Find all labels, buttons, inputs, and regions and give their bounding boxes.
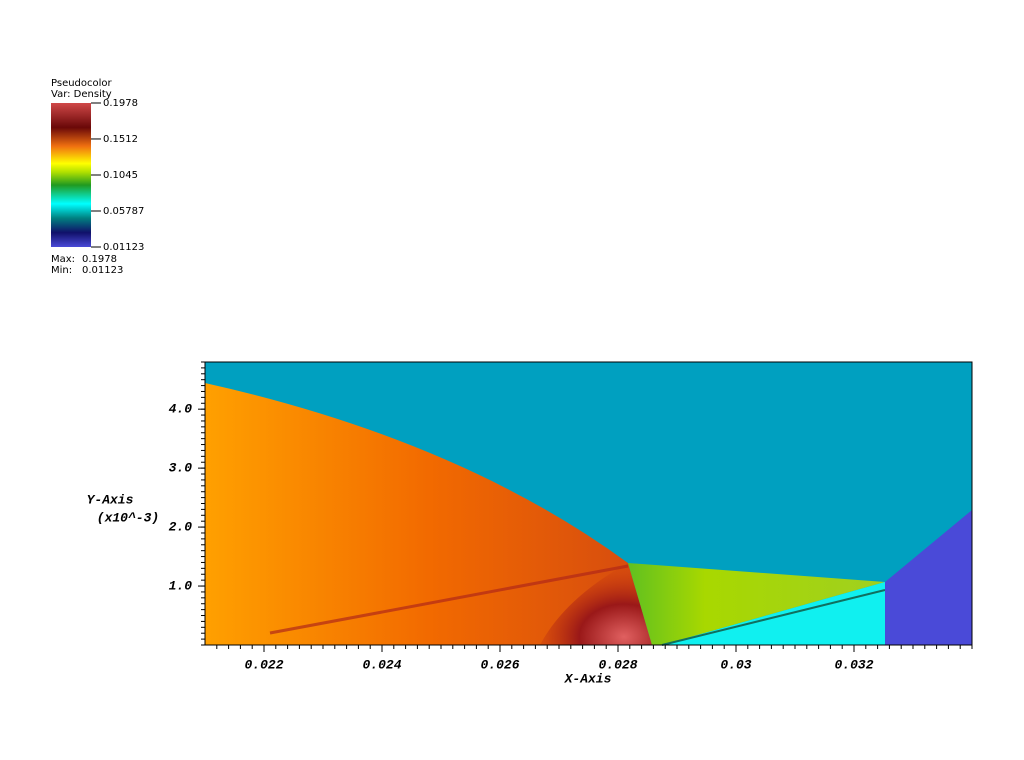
colorbar-tick-label: 0.01123: [103, 242, 144, 253]
field: [204, 361, 973, 646]
y-axis-units: (x10^-3): [97, 510, 159, 525]
x-tick-label: 0.032: [834, 657, 873, 672]
mach-stem-region: [540, 563, 652, 645]
colorbar-tick-label: 0.05787: [103, 206, 144, 217]
blue-region: [885, 510, 972, 645]
x-tick-label: 0.024: [362, 657, 401, 672]
y-tick-label: 3.0: [169, 461, 193, 476]
cyan-region: [662, 582, 885, 645]
slip-line: [269, 564, 629, 635]
x-axis-label: X-Axis: [564, 671, 612, 686]
x-tick-label: 0.022: [244, 657, 283, 672]
colorbar-tick-label: 0.1978: [103, 98, 138, 109]
x-tick-label: 0.028: [598, 657, 637, 672]
colorbar-title: Pseudocolor: [51, 78, 113, 89]
max-value: 0.1978: [82, 254, 117, 265]
x-tick-label: 0.026: [480, 657, 519, 672]
colorbar-tick-label: 0.1045: [103, 170, 138, 181]
colorbar: Pseudocolor Var: Density Max: 0.1978 Min…: [51, 78, 123, 276]
colorbar-variable: Var: Density: [51, 89, 112, 100]
shocked-region: [205, 383, 652, 645]
min-label: Min:: [51, 265, 72, 276]
contact-line: [661, 589, 886, 646]
colorbar-tick-label: 0.1512: [103, 134, 138, 145]
colorbar-gradient: [51, 103, 91, 247]
x-tick-label: 0.03: [720, 657, 751, 672]
y-tick-label: 1.0: [169, 578, 193, 593]
min-value: 0.01123: [82, 265, 123, 276]
y-axis-label: Y-Axis: [87, 492, 134, 507]
reflected-region: [628, 563, 885, 645]
y-tick-label: 2.0: [169, 520, 193, 535]
max-label: Max:: [51, 254, 75, 265]
y-tick-label: 4.0: [169, 402, 193, 417]
